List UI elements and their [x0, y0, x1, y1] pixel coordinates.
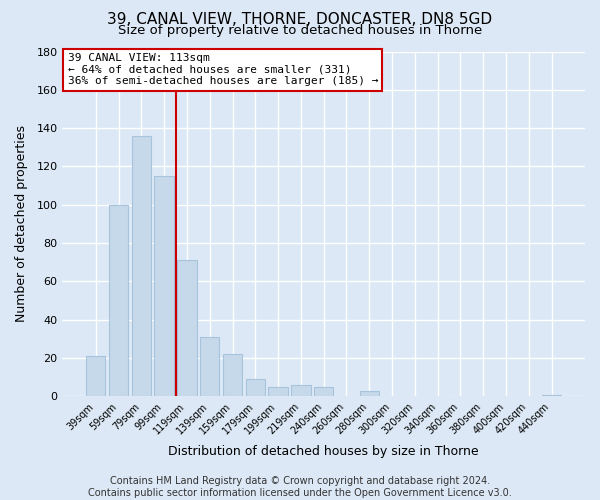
Text: Size of property relative to detached houses in Thorne: Size of property relative to detached ho…: [118, 24, 482, 37]
Bar: [154, 176, 174, 396]
Bar: [314, 387, 334, 396]
Text: Contains HM Land Registry data © Crown copyright and database right 2024.
Contai: Contains HM Land Registry data © Crown c…: [88, 476, 512, 498]
Bar: [131, 136, 151, 396]
Bar: [223, 354, 242, 397]
Bar: [268, 387, 288, 396]
Bar: [177, 260, 197, 396]
Bar: [109, 205, 128, 396]
Text: 39 CANAL VIEW: 113sqm
← 64% of detached houses are smaller (331)
36% of semi-det: 39 CANAL VIEW: 113sqm ← 64% of detached …: [68, 53, 378, 86]
Bar: [291, 385, 311, 396]
Bar: [200, 337, 220, 396]
Bar: [245, 379, 265, 396]
Bar: [359, 390, 379, 396]
Text: 39, CANAL VIEW, THORNE, DONCASTER, DN8 5GD: 39, CANAL VIEW, THORNE, DONCASTER, DN8 5…: [107, 12, 493, 28]
Bar: [86, 356, 106, 397]
X-axis label: Distribution of detached houses by size in Thorne: Distribution of detached houses by size …: [169, 444, 479, 458]
Y-axis label: Number of detached properties: Number of detached properties: [15, 126, 28, 322]
Bar: [542, 394, 561, 396]
